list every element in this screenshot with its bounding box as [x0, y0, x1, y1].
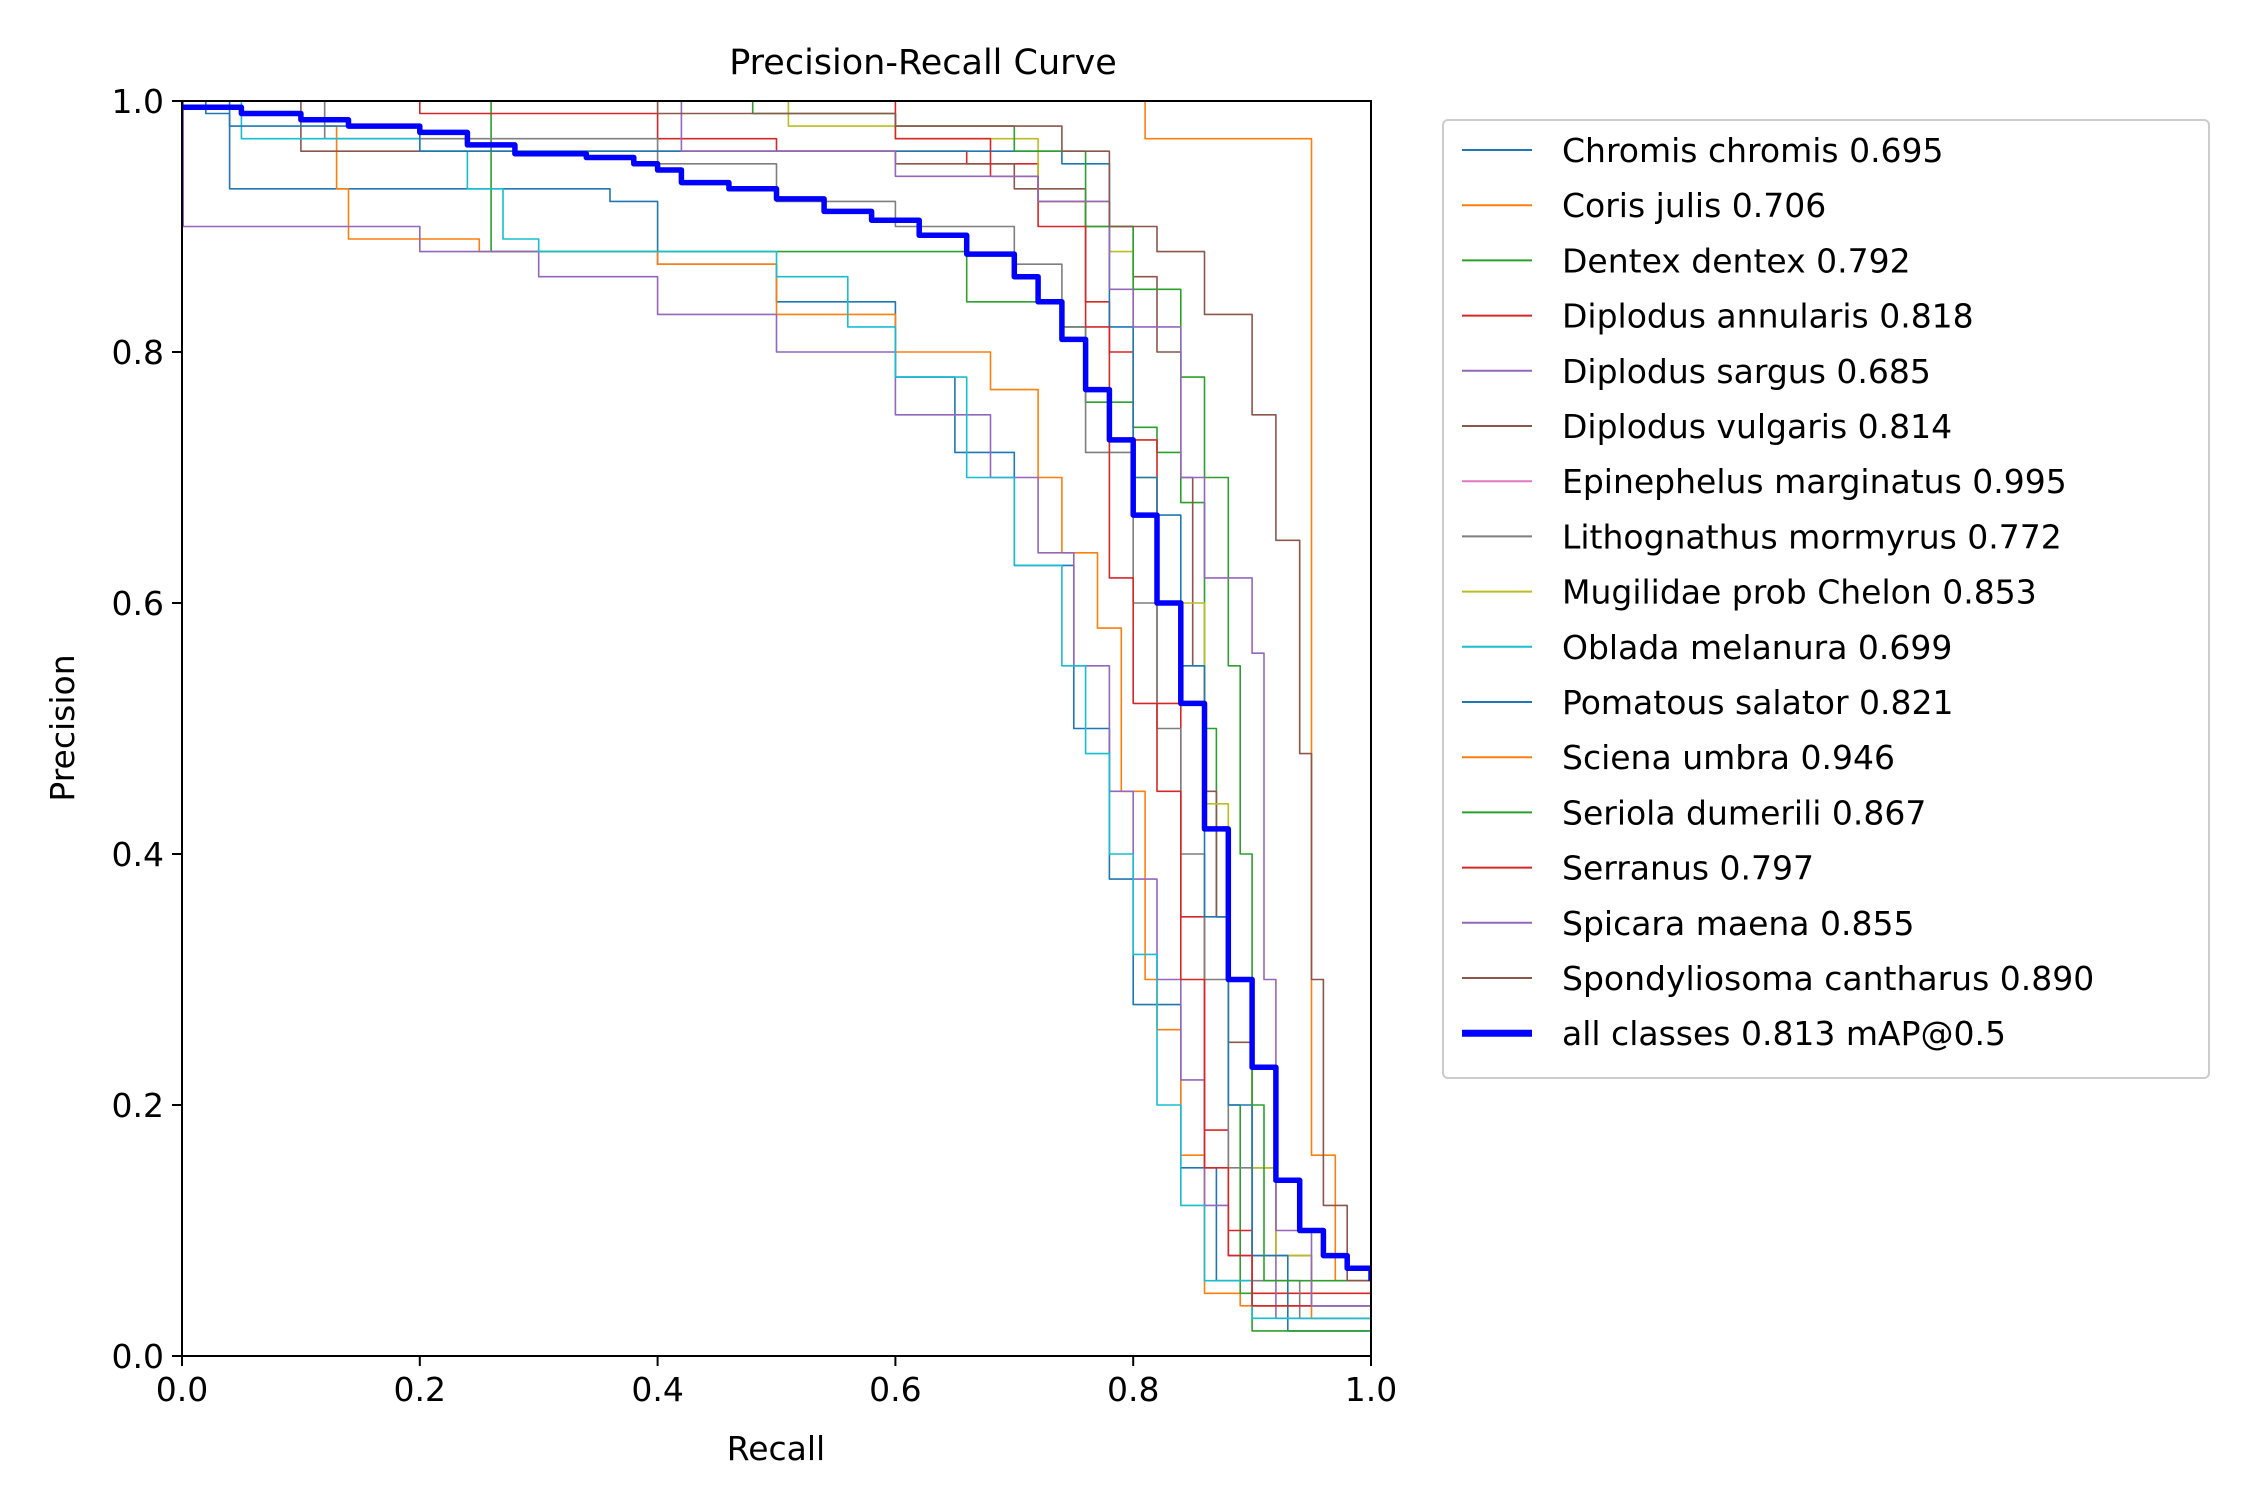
y-tick-label: 0.2: [112, 1086, 164, 1125]
legend-label: Spicara maena 0.855: [1562, 904, 1914, 943]
legend-label: Sciena umbra 0.946: [1562, 738, 1895, 777]
series-line-14: [182, 101, 1372, 1356]
legend: Chromis chromis 0.695 Coris julis 0.706 De…: [1442, 119, 2210, 1079]
legend-frame: [1442, 119, 2210, 1079]
x-tick-label: 1.0: [1345, 1370, 1397, 1409]
x-tick-label: 0.2: [394, 1370, 446, 1409]
chart-title: Precision-Recall Curve: [729, 43, 1117, 83]
legend-items: Chromis chromis 0.695 Coris julis 0.706 De…: [1462, 131, 2094, 1053]
legend-label: Pomatous salator 0.821: [1562, 683, 1953, 722]
legend-label: Chromis chromis 0.695: [1562, 131, 1944, 170]
y-axis-label: Precision: [43, 654, 82, 801]
series-line-15: [182, 101, 1372, 1356]
legend-label: Lithognathus mormyrus 0.772: [1562, 517, 2062, 556]
legend-label: Spondyliosoma cantharus 0.890: [1562, 959, 2094, 998]
legend-label: Diplodus sargus 0.685: [1562, 352, 1931, 391]
series-layer: [182, 101, 1372, 1356]
y-tick-label: 0.0: [112, 1337, 164, 1376]
legend-label: Epinephelus marginatus 0.995: [1562, 462, 2067, 501]
x-tick-label: 0.4: [631, 1370, 683, 1409]
series-line-5: [182, 101, 1372, 1356]
x-axis-label: Recall: [727, 1429, 825, 1468]
series-line-11: [182, 101, 1372, 1356]
x-tick-label: 0.8: [1107, 1370, 1159, 1409]
legend-label: Diplodus vulgaris 0.814: [1562, 407, 1952, 446]
x-tick-label: 0.0: [156, 1370, 208, 1409]
legend-label: Coris julis 0.706: [1562, 186, 1826, 225]
series-line-10: [182, 101, 1372, 1356]
legend-label: Mugilidae prob Chelon 0.853: [1562, 573, 2037, 612]
x-axis-ticks: 0.0 0.2 0.4 0.6 0.8 1.0: [156, 1356, 1397, 1409]
legend-label: Dentex dentex 0.792: [1562, 241, 1911, 280]
y-axis-ticks: 0.0 0.2 0.4 0.6 0.8 1.0: [112, 82, 182, 1376]
legend-label: Oblada melanura 0.699: [1562, 628, 1952, 667]
series-line-16: [182, 101, 1372, 1356]
legend-label: Seriola dumerili 0.867: [1562, 793, 1926, 832]
y-tick-label: 0.4: [112, 835, 164, 874]
plot-frame: [181, 100, 1372, 1357]
x-tick-label: 0.6: [869, 1370, 921, 1409]
legend-label: all classes 0.813 mAP@0.5: [1562, 1014, 2006, 1053]
series-line-17: [182, 104, 1372, 1281]
y-tick-label: 1.0: [112, 82, 164, 121]
y-tick-label: 0.6: [112, 584, 164, 623]
legend-label: Serranus 0.797: [1562, 849, 1814, 888]
legend-label: Diplodus annularis 0.818: [1562, 297, 1974, 336]
y-tick-label: 0.8: [112, 333, 164, 372]
